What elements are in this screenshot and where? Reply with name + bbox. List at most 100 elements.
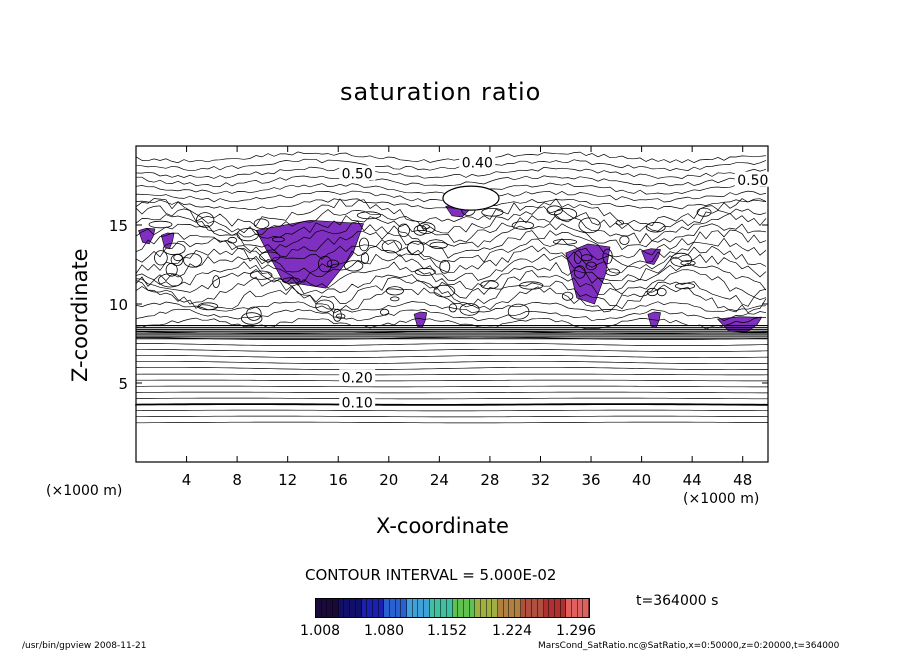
contour-line bbox=[135, 421, 769, 424]
contour-loop bbox=[385, 286, 404, 296]
contour-labels: 0.10 0.20 0.50 0.40 0.50 bbox=[339, 154, 771, 412]
x-tick-label: 36 bbox=[581, 471, 600, 489]
colorbar-cell bbox=[367, 599, 373, 617]
contour-loop bbox=[326, 259, 339, 268]
contour-loop bbox=[197, 302, 219, 311]
colorbar-cell bbox=[355, 599, 362, 617]
x-tick-label: 24 bbox=[430, 471, 449, 489]
colorbar-cell bbox=[480, 599, 487, 617]
contour-line bbox=[135, 403, 768, 406]
contour-loop bbox=[173, 253, 183, 262]
colorbar-cell bbox=[435, 599, 442, 617]
contour-label-bg bbox=[459, 154, 496, 170]
contour-loop bbox=[253, 218, 270, 229]
contour-line bbox=[135, 409, 768, 412]
contour-loop bbox=[585, 261, 597, 271]
contour-label: 0.50 bbox=[342, 166, 373, 182]
contour-line bbox=[135, 301, 767, 314]
contour-line bbox=[135, 373, 769, 376]
colorbar-cell bbox=[378, 599, 385, 617]
contour-line bbox=[135, 158, 767, 172]
colorbar-cell bbox=[537, 599, 544, 617]
colorbar-cell bbox=[389, 599, 396, 617]
colorbar-cell bbox=[560, 599, 567, 617]
colorbar-cell bbox=[566, 599, 572, 617]
contour-label: 0.50 bbox=[737, 173, 768, 189]
contour-line bbox=[135, 175, 767, 188]
colorbar-cell bbox=[515, 599, 521, 617]
colorbar-tick-label: 1.080 bbox=[364, 623, 405, 639]
contour-loop bbox=[615, 219, 624, 226]
colorbar-tick-label: 1.224 bbox=[492, 623, 533, 639]
colorbar-cell bbox=[424, 599, 430, 617]
contour-loop bbox=[246, 306, 262, 321]
contour-line bbox=[135, 391, 768, 394]
contour-loop bbox=[480, 280, 499, 290]
y-axis: 5 10 15 bbox=[109, 217, 768, 393]
contour-loop bbox=[459, 303, 480, 316]
colorbar-cell bbox=[520, 599, 527, 617]
saturated-region bbox=[255, 219, 364, 289]
contour-loop bbox=[674, 282, 696, 290]
colorbar-cell bbox=[372, 599, 379, 617]
colorbar-cell bbox=[316, 599, 322, 617]
contour-loop bbox=[196, 212, 215, 228]
contour-loop bbox=[580, 254, 593, 262]
contour-loop bbox=[240, 312, 263, 325]
colorbar-cell bbox=[429, 599, 436, 617]
colorbar-cell bbox=[463, 599, 470, 617]
contour-line bbox=[135, 261, 767, 291]
contour-loop bbox=[162, 242, 186, 256]
colorbar-tick-label: 1.296 bbox=[556, 623, 597, 639]
chart-title: saturation ratio bbox=[340, 78, 542, 106]
contour-loop bbox=[250, 270, 273, 280]
contour-line bbox=[135, 308, 767, 322]
colorbar-cell bbox=[452, 599, 459, 617]
colorbar-cell bbox=[327, 599, 334, 617]
contour-label-bg bbox=[734, 171, 771, 187]
x-axis: 4 8 12 16 20 24 28 32 36 40 44 48 bbox=[182, 146, 752, 489]
contour-loop bbox=[696, 207, 712, 217]
contour-loop bbox=[413, 225, 428, 236]
x-tick-label: 32 bbox=[531, 471, 550, 489]
colorbar-cell bbox=[577, 599, 584, 617]
contour-line bbox=[135, 348, 769, 353]
contour-loop bbox=[656, 287, 667, 297]
contour-line bbox=[135, 284, 767, 314]
x-tick-label: 40 bbox=[632, 471, 651, 489]
contour-loop bbox=[507, 303, 530, 320]
contour-loop bbox=[282, 277, 301, 284]
footer-source: MarsCond_SatRatio.nc@SatRatio,x=0:50000,… bbox=[538, 641, 840, 651]
contour-loop bbox=[481, 208, 504, 217]
contour-loop bbox=[271, 236, 285, 243]
contour-loop bbox=[332, 308, 342, 322]
colorbar-cell bbox=[418, 599, 425, 617]
contour-line bbox=[135, 354, 769, 359]
colorbar-cell bbox=[458, 599, 464, 617]
contour-label-bg bbox=[339, 165, 376, 181]
x-tick-label: 16 bbox=[329, 471, 348, 489]
contour-loop bbox=[236, 228, 259, 242]
colorbar-cell bbox=[583, 599, 589, 617]
contour-line bbox=[135, 360, 769, 365]
contour-loop bbox=[397, 223, 410, 238]
colorbar-tick-label: 1.152 bbox=[427, 623, 468, 639]
saturated-region bbox=[716, 316, 763, 333]
colorbar-cell bbox=[412, 599, 419, 617]
x-tick-label: 4 bbox=[182, 471, 192, 489]
colorbar-cell bbox=[361, 599, 368, 617]
colorbar-cell bbox=[554, 599, 561, 617]
y-tick-label: 15 bbox=[109, 217, 128, 235]
colorbar-cell bbox=[492, 599, 498, 617]
contour-loop bbox=[148, 220, 173, 229]
contour-loop bbox=[511, 221, 535, 230]
saturated-region bbox=[160, 232, 175, 250]
colorbar-cell bbox=[350, 599, 356, 617]
contour-loop bbox=[379, 308, 390, 316]
colorbar-cell bbox=[532, 599, 538, 617]
x-tick-label: 28 bbox=[480, 471, 499, 489]
contour-loop bbox=[619, 235, 630, 245]
colorbar-cell bbox=[498, 599, 504, 617]
contour-loop bbox=[356, 211, 382, 220]
contour-line bbox=[135, 198, 767, 211]
